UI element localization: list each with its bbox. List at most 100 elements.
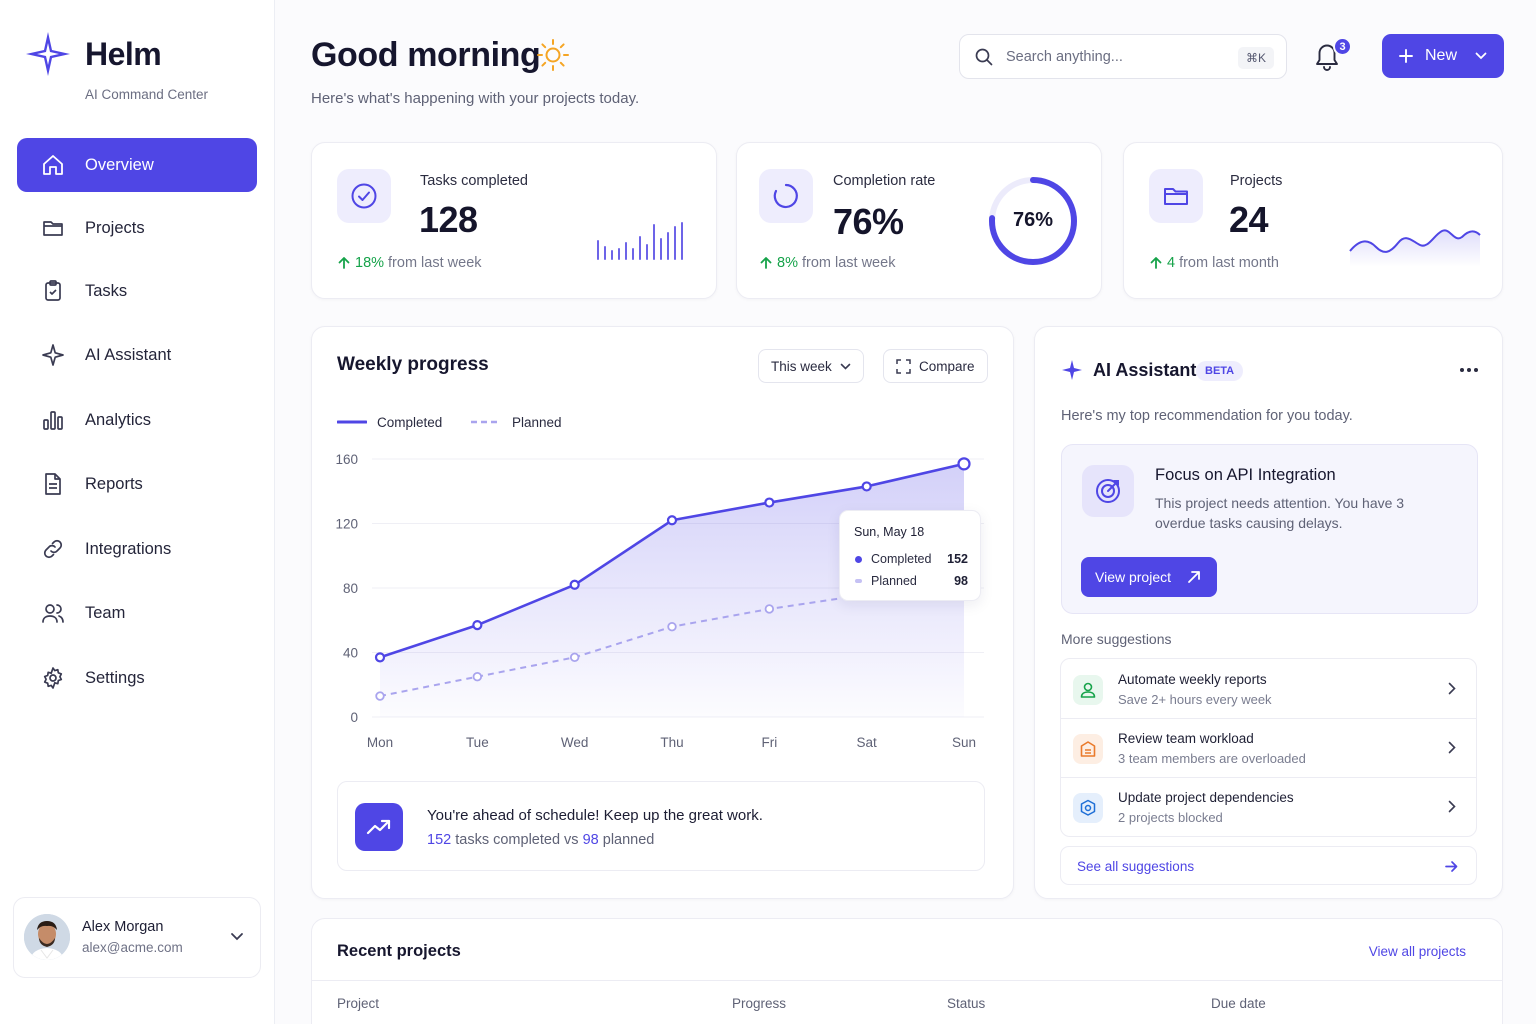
focus-body-line1: This project needs attention. You have 3 (1155, 495, 1405, 511)
chart-tooltip: Sun, May 18 Completed 152 Planned 98 (839, 510, 981, 601)
sidebar-item-reports[interactable]: Reports (17, 457, 257, 511)
sidebar-item-ai-assistant[interactable]: AI Assistant (17, 328, 257, 382)
notifications-button[interactable]: 3 (1313, 37, 1352, 72)
stat-card-tasks: Tasks completed 128 18% from last week (311, 142, 717, 299)
stat-delta-text: from last week (801, 255, 896, 271)
arrow-up-icon (338, 257, 350, 269)
stat-card-completion: Completion rate 76% 8% from last week 76… (736, 142, 1102, 299)
sidebar-item-tasks[interactable]: Tasks (17, 264, 257, 318)
sidebar-item-label: Projects (85, 218, 145, 237)
recent-projects-card: Recent projects View all projects Projec… (311, 918, 1503, 1024)
completed-area (380, 463, 964, 717)
new-button[interactable]: New (1382, 34, 1504, 78)
bell-icon (1316, 44, 1338, 71)
page-subtitle: Here's what's happening with your projec… (311, 90, 640, 107)
search-input[interactable]: Search anything... (1006, 49, 1123, 65)
chevron-right-icon (1448, 741, 1456, 754)
see-all-suggestions-button[interactable]: See all suggestions (1060, 846, 1477, 885)
stat-value: 76% (833, 201, 904, 242)
suggestion-automate-reports[interactable]: Automate weekly reports Save 2+ hours ev… (1061, 660, 1476, 719)
arrow-right-icon (1445, 861, 1458, 872)
weekly-progress-card: Weekly progress This week Compare Comple… (311, 326, 1014, 899)
sidebar-item-settings[interactable]: Settings (17, 651, 257, 705)
search-shortcut-badge: ⌘K (1238, 47, 1274, 69)
sun-icon (537, 39, 569, 71)
tooltip-planned-value: 98 (954, 574, 968, 588)
sidebar-item-label: Integrations (85, 539, 172, 558)
tooltip-date: Sun, May 18 (854, 525, 925, 539)
sidebar-item-projects[interactable]: Projects (17, 201, 257, 255)
view-project-button[interactable]: View project (1081, 557, 1217, 597)
sidebar-item-label: Settings (85, 668, 145, 687)
search-bar[interactable]: Search anything... ⌘K (959, 34, 1287, 79)
user-profile-card[interactable]: Alex Morgan alex@acme.com (13, 897, 261, 978)
sidebar-item-integrations[interactable]: Integrations (17, 522, 257, 576)
sparkle-icon (1062, 360, 1082, 380)
building-icon (1073, 734, 1103, 764)
y-tick-label: 160 (335, 452, 358, 467)
y-tick-label: 120 (335, 517, 358, 532)
chevron-down-icon (1475, 52, 1487, 60)
suggestion-subtitle: 3 team members are overloaded (1118, 751, 1306, 766)
suggestion-title: Automate weekly reports (1118, 672, 1267, 687)
dependency-icon (1073, 793, 1103, 823)
document-icon (45, 473, 61, 495)
completed-point (374, 652, 386, 663)
check-circle-icon (337, 169, 391, 223)
x-tick-label: Sat (857, 735, 878, 750)
divider (312, 980, 1502, 981)
banner-completed: 152 (427, 832, 452, 848)
stat-label: Tasks completed (420, 173, 528, 189)
chevron-down-icon[interactable] (230, 932, 244, 942)
suggestions-list (1060, 658, 1477, 837)
banner-summary: 152 tasks completed vs 98 planned (427, 832, 654, 848)
suggestion-review-workload[interactable]: Review team workload 3 team members are … (1061, 719, 1476, 778)
chevron-right-icon (1448, 682, 1456, 695)
tooltip-completed-value: 152 (947, 552, 968, 566)
y-tick-label: 40 (343, 646, 358, 661)
view-all-projects-link[interactable]: View all projects (1368, 944, 1466, 959)
planned-point (569, 652, 580, 663)
suggestion-update-dependencies[interactable]: Update project dependencies 2 projects b… (1061, 778, 1476, 837)
sidebar-item-analytics[interactable]: Analytics (17, 393, 257, 447)
sidebar-item-team[interactable]: Team (17, 586, 257, 640)
x-tick-label: Thu (660, 735, 683, 750)
compare-button[interactable]: Compare (883, 349, 988, 383)
stat-delta-text: from last week (388, 255, 482, 271)
more-options-icon[interactable] (1459, 367, 1479, 373)
completed-point (472, 619, 483, 631)
assistant-title: AI Assistant (1093, 360, 1197, 380)
stat-delta: 18% from last week (337, 255, 482, 271)
column-header-project: Project (337, 996, 380, 1011)
avatar (24, 914, 70, 960)
see-all-label: See all suggestions (1077, 859, 1195, 874)
sidebar-item-label: Overview (85, 155, 154, 174)
beta-badge: BETA (1196, 361, 1244, 381)
weekly-progress-chart: 160 120 80 40 0 Mon Tue Wed Thu Fri Sat Sun (335, 452, 984, 750)
helm-logo-icon[interactable] (25, 31, 71, 77)
x-tick-label: Tue (466, 735, 489, 750)
stat-value: 128 (419, 199, 478, 240)
expand-icon (896, 358, 911, 374)
completed-point (666, 515, 678, 526)
y-tick-label: 0 (350, 710, 358, 725)
bar-chart-icon (43, 411, 63, 430)
stat-delta-value: 18% (355, 255, 385, 271)
sidebar-item-overview[interactable]: Overview (17, 138, 257, 192)
range-select[interactable]: This week (758, 349, 864, 383)
x-tick-label: Wed (561, 735, 589, 750)
recent-projects-title: Recent projects (337, 942, 461, 960)
tooltip-planned-swatch (855, 579, 862, 583)
projects-sparkline (1349, 229, 1481, 267)
sidebar-item-label: Reports (85, 474, 143, 493)
completion-ring-label: 76% (1012, 209, 1054, 231)
sparkle-icon (42, 344, 64, 366)
user-name: Alex Morgan (82, 919, 164, 935)
arrow-up-icon (1150, 257, 1162, 269)
search-icon (975, 48, 993, 66)
x-tick-label: Fri (761, 735, 777, 750)
brand-subtitle: AI Command Center (85, 87, 209, 102)
planned-point (472, 671, 483, 682)
weekly-progress-title: Weekly progress (337, 354, 489, 375)
loading-ring-icon (759, 169, 813, 223)
